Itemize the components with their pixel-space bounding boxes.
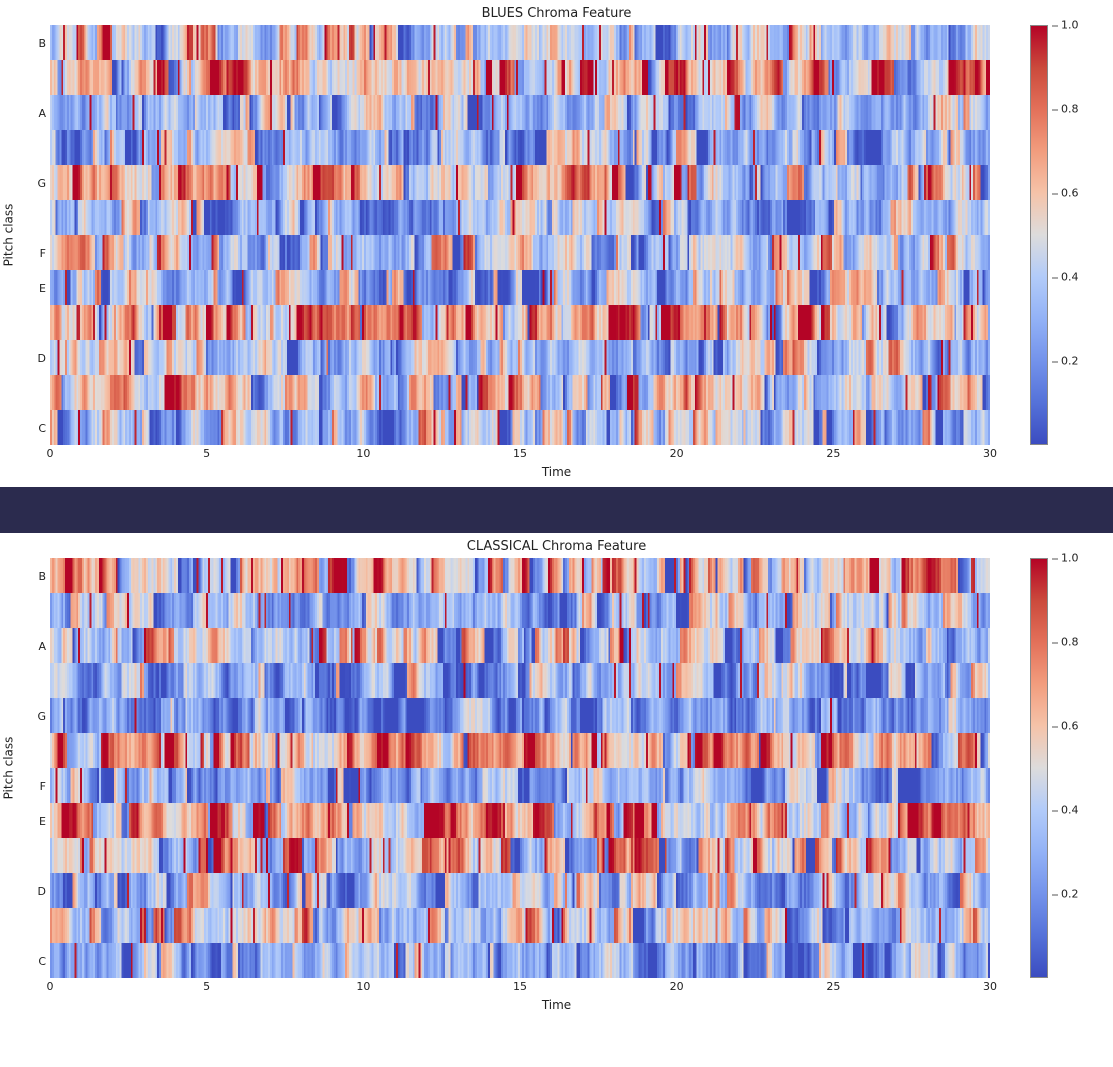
colorbar-ticks: 0.20.40.60.81.0 (1052, 558, 1086, 978)
x-tick-label: 5 (203, 447, 210, 460)
y-tick-label: C (38, 422, 46, 435)
x-ticks: 051015202530 (50, 978, 990, 996)
plot-row: Pitch class CDEFGAB 0.20.40.60.81.0 (0, 558, 1113, 978)
colorbar (1030, 558, 1048, 978)
y-tick-label: E (39, 815, 46, 828)
y-tick-label: A (38, 640, 46, 653)
y-tick-label: A (38, 107, 46, 120)
y-tick-label: B (38, 37, 46, 50)
y-tick-label: C (38, 955, 46, 968)
chart-panel-blues: BLUES Chroma Feature Pitch class C D E F G A B… (0, 0, 1113, 487)
y-ticks: C D E F G A B (22, 558, 50, 978)
colorbar-ticks: 0.20.40.60.81.0 (1052, 25, 1086, 445)
x-tick-label: 20 (670, 980, 684, 993)
colorbar-tick-label: 0.8 (1052, 103, 1079, 116)
x-spacer (0, 445, 50, 463)
x-axis-label: Time (0, 463, 1113, 487)
y-axis-label: Pitch class (1, 204, 15, 267)
x-tick-label: 0 (47, 980, 54, 993)
chart-title: BLUES Chroma Feature (0, 0, 1113, 25)
x-ticks: 051015202530 (50, 445, 990, 463)
heatmap-canvas-classical (50, 558, 990, 978)
colorbar-tick-label: 1.0 (1052, 552, 1079, 565)
x-tick-label: 10 (356, 447, 370, 460)
y-axis-label: Pitch class (1, 737, 15, 800)
chart-panel-classical: CLASSICAL Chroma Feature Pitch class C D E… (0, 533, 1113, 1020)
x-tick-label: 10 (356, 980, 370, 993)
y-tick-label: F (40, 247, 46, 260)
colorbar-tick-label: 0.2 (1052, 888, 1079, 901)
heatmap-wrap (50, 25, 990, 445)
x-tick-label: 15 (513, 980, 527, 993)
colorbar-tick-label: 0.2 (1052, 355, 1079, 368)
x-tick-label: 25 (826, 447, 840, 460)
colorbar-tick-label: 0.8 (1052, 636, 1079, 649)
ylabel-col: Pitch class (0, 25, 22, 445)
y-tick-label: F (40, 780, 46, 793)
x-spacer (0, 978, 50, 996)
colorbar-col: 0.20.40.60.81.0 (1020, 558, 1090, 978)
y-tick-label: D (38, 885, 46, 898)
plot-row: Pitch class CDEFGAB 0.20.40.60.81.0 (0, 25, 1113, 445)
y-tick-label: E (39, 282, 46, 295)
x-tick-label: 30 (983, 980, 997, 993)
y-tick-label: G (37, 177, 46, 190)
colorbar (1030, 25, 1048, 445)
heatmap-wrap (50, 558, 990, 978)
colorbar-tick-label: 0.4 (1052, 271, 1079, 284)
x-axis-row: 0 5 10 15 20 25 30 (0, 445, 1113, 463)
x-tick-label: 0 (47, 447, 54, 460)
y-tick-label: B (38, 570, 46, 583)
colorbar-tick-label: 0.6 (1052, 720, 1079, 733)
x-axis-row: 0 5 10 15 20 25 30 (0, 978, 1113, 996)
colorbar-col: 0.20.40.60.81.0 (1020, 25, 1090, 445)
colorbar-tick-label: 0.6 (1052, 187, 1079, 200)
x-tick-label: 25 (826, 980, 840, 993)
y-tick-label: D (38, 352, 46, 365)
colorbar-tick-label: 1.0 (1052, 19, 1079, 32)
y-ticks: C D E F G A B (22, 25, 50, 445)
chart-title: CLASSICAL Chroma Feature (0, 533, 1113, 558)
y-tick-label: G (37, 710, 46, 723)
x-axis-label: Time (0, 996, 1113, 1020)
x-tick-label: 30 (983, 447, 997, 460)
x-tick-label: 15 (513, 447, 527, 460)
x-tick-label: 5 (203, 980, 210, 993)
x-tick-label: 20 (670, 447, 684, 460)
heatmap-canvas-blues (50, 25, 990, 445)
colorbar-tick-label: 0.4 (1052, 804, 1079, 817)
panel-divider (0, 487, 1113, 533)
ylabel-col: Pitch class (0, 558, 22, 978)
